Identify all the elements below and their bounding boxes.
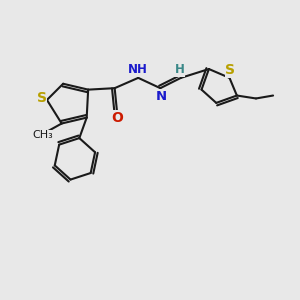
Text: S: S [225,63,236,77]
Text: O: O [111,111,123,124]
Text: H: H [175,63,184,76]
Text: S: S [37,92,46,106]
Text: N: N [155,90,167,103]
Text: NH: NH [128,63,148,76]
Text: CH₃: CH₃ [32,130,53,140]
